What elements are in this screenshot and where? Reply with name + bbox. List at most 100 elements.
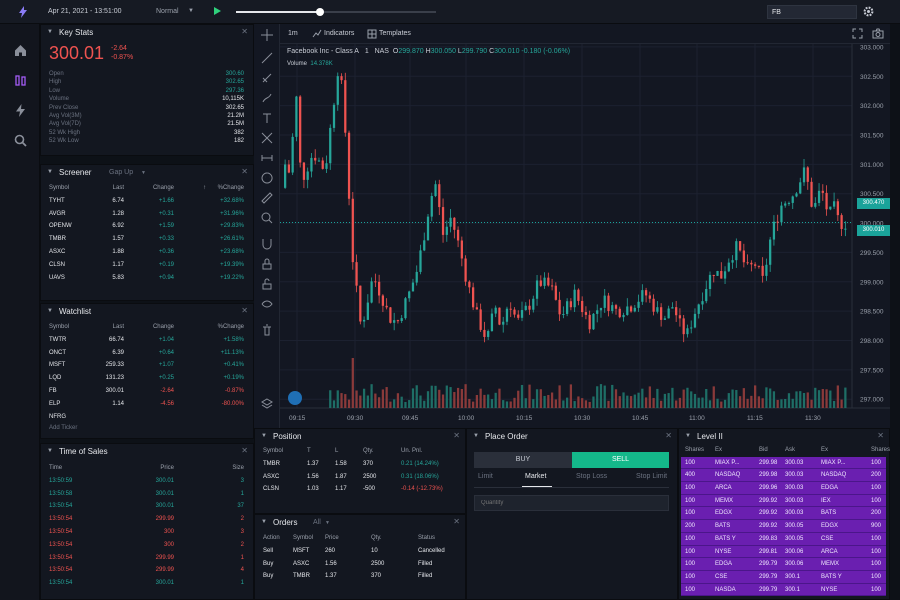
- sell-button[interactable]: SELL: [572, 452, 669, 468]
- brush-icon[interactable]: [261, 92, 273, 104]
- close-icon[interactable]: ✕: [241, 446, 248, 455]
- chevron-down-icon[interactable]: ▼: [325, 520, 330, 526]
- table-row[interactable]: Sell MSFT 260 10 Cancelled: [263, 545, 463, 558]
- quantity-input[interactable]: [474, 495, 669, 511]
- column-header[interactable]: %Change: [217, 185, 244, 191]
- ruler-icon[interactable]: [261, 192, 273, 204]
- replay-marker-icon[interactable]: [288, 391, 302, 405]
- replay-slider-handle[interactable]: [316, 8, 324, 16]
- gear-icon[interactable]: [862, 5, 875, 18]
- table-row[interactable]: TMBR 1.57 +0.33 +26.61%: [49, 233, 244, 246]
- fullscreen-icon[interactable]: [852, 28, 863, 39]
- column-header[interactable]: Symbol: [49, 185, 70, 191]
- table-row[interactable]: CLSN 1.17 +0.19 +19.39%: [49, 259, 244, 272]
- add-ticker-button[interactable]: Add Ticker: [49, 425, 78, 431]
- chevron-down-icon[interactable]: ▼: [47, 448, 53, 454]
- trash-icon[interactable]: [261, 324, 273, 336]
- order-tab-limit[interactable]: Limit: [478, 473, 493, 480]
- orders-filter-select[interactable]: All: [313, 519, 321, 526]
- candlestick-chart[interactable]: 303.000 302.500 302.000 301.500 301.000 300.5…: [280, 44, 890, 428]
- replay-slider[interactable]: [236, 8, 436, 16]
- search-icon[interactable]: [14, 134, 27, 147]
- table-row[interactable]: CLSN 1.03 1.17 -500 -0.14 (-12.73%): [263, 483, 463, 496]
- emoji-icon[interactable]: [261, 172, 273, 184]
- magnet-icon[interactable]: [261, 238, 273, 250]
- order-tab-stop-limit[interactable]: Stop Limit: [636, 473, 668, 480]
- measure-icon[interactable]: [261, 152, 273, 164]
- lock-icon[interactable]: [261, 258, 273, 270]
- column-header[interactable]: %Change: [217, 324, 244, 330]
- column-header[interactable]: Change: [152, 324, 174, 330]
- chevron-down-icon[interactable]: ▼: [685, 433, 691, 439]
- table-row[interactable]: Buy TMBR 1.37 370 Filled: [263, 570, 463, 583]
- symbol-input[interactable]: [767, 5, 857, 19]
- key-stat-row: Avg Vol(3M) 21.2M: [49, 113, 244, 122]
- chevron-down-icon[interactable]: ▼: [47, 169, 53, 175]
- table-row[interactable]: NFRG: [49, 411, 244, 420]
- pattern-icon[interactable]: [261, 132, 273, 144]
- pitchfork-icon[interactable]: [261, 72, 273, 84]
- layers-icon[interactable]: [261, 398, 273, 410]
- crosshair-icon[interactable]: [261, 29, 273, 41]
- column-header[interactable]: Size: [232, 465, 244, 471]
- column-header[interactable]: Last: [112, 185, 124, 191]
- chevron-down-icon[interactable]: ▼: [141, 170, 146, 176]
- table-row[interactable]: FB 300.01 -2.64 -0.87%: [49, 385, 244, 398]
- trend-line-icon[interactable]: [261, 52, 273, 64]
- table-row[interactable]: ASXC 1.88 +0.36 +23.68%: [49, 246, 244, 259]
- column-header[interactable]: Change: [152, 185, 174, 191]
- templates-icon[interactable]: [367, 29, 377, 39]
- close-icon[interactable]: ✕: [241, 27, 248, 36]
- close-icon[interactable]: ✕: [241, 167, 248, 176]
- table-row[interactable]: UAVS 5.83 +0.94 +19.22%: [49, 272, 244, 285]
- table-row[interactable]: TYHT 6.74 +1.66 +32.68%: [49, 195, 244, 208]
- table-row[interactable]: ASXC 1.56 1.87 2500 0.31 (18.06%): [263, 471, 463, 484]
- table-row[interactable]: AVGR 1.28 +0.31 +31.96%: [49, 208, 244, 221]
- column-header[interactable]: Price: [160, 465, 174, 471]
- close-icon[interactable]: ✕: [453, 431, 460, 440]
- templates-button[interactable]: Templates: [379, 30, 411, 37]
- column-header[interactable]: Time: [49, 465, 63, 471]
- close-icon[interactable]: ✕: [453, 517, 460, 526]
- column-header[interactable]: Last: [112, 324, 124, 330]
- zoom-icon[interactable]: [261, 212, 273, 224]
- chevron-down-icon[interactable]: ▼: [261, 519, 267, 525]
- camera-icon[interactable]: [872, 28, 884, 39]
- chevron-down-icon[interactable]: ▼: [47, 308, 53, 314]
- table-row[interactable]: TWTR 66.74 +1.04 +1.58%: [49, 334, 244, 347]
- screener-filter-select[interactable]: Gap Up: [109, 169, 134, 176]
- table-cell: 300.06: [785, 548, 804, 555]
- chevron-down-icon[interactable]: ▼: [188, 8, 194, 14]
- speed-select[interactable]: Normal: [156, 8, 179, 15]
- chevron-down-icon[interactable]: ▼: [261, 433, 267, 439]
- legend-open-label: O: [392, 48, 399, 55]
- buy-button[interactable]: BUY: [474, 452, 572, 468]
- home-icon[interactable]: [14, 44, 27, 57]
- trading-icon[interactable]: [14, 74, 27, 87]
- table-row[interactable]: LQD 131.23 +0.25 +0.19%: [49, 372, 244, 385]
- column-header[interactable]: Symbol: [49, 324, 70, 330]
- table-row[interactable]: Buy ASXC 1.56 2500 Filled: [263, 558, 463, 571]
- interval-button[interactable]: 1m: [288, 30, 298, 37]
- table-row[interactable]: ELP 1.14 -4.56 -80.00%: [49, 398, 244, 411]
- bolt-icon[interactable]: [14, 104, 27, 117]
- table-row[interactable]: ONCT 6.39 +0.64 +11.13%: [49, 347, 244, 360]
- sort-arrow-icon[interactable]: ↑: [203, 185, 206, 191]
- close-icon[interactable]: ✕: [665, 431, 672, 440]
- order-tab-market[interactable]: Market: [525, 473, 547, 480]
- volume-bar: [618, 396, 621, 408]
- chevron-down-icon[interactable]: ▼: [47, 29, 53, 35]
- table-row[interactable]: TMBR 1.37 1.58 370 0.21 (14.24%): [263, 458, 463, 471]
- close-icon[interactable]: ✕: [877, 431, 884, 440]
- play-icon[interactable]: [214, 7, 221, 15]
- unlock-icon[interactable]: [261, 278, 273, 290]
- table-row[interactable]: OPENW 6.92 +1.59 +29.83%: [49, 220, 244, 233]
- indicators-icon[interactable]: [312, 29, 322, 39]
- table-row[interactable]: MSFT 259.33 +1.07 +0.41%: [49, 359, 244, 372]
- chevron-down-icon[interactable]: ▼: [473, 433, 479, 439]
- indicators-button[interactable]: Indicators: [324, 30, 355, 37]
- eye-icon[interactable]: [261, 298, 273, 310]
- text-icon[interactable]: [261, 112, 273, 124]
- close-icon[interactable]: ✕: [241, 306, 248, 315]
- order-tab-stop-loss[interactable]: Stop Loss: [576, 473, 608, 480]
